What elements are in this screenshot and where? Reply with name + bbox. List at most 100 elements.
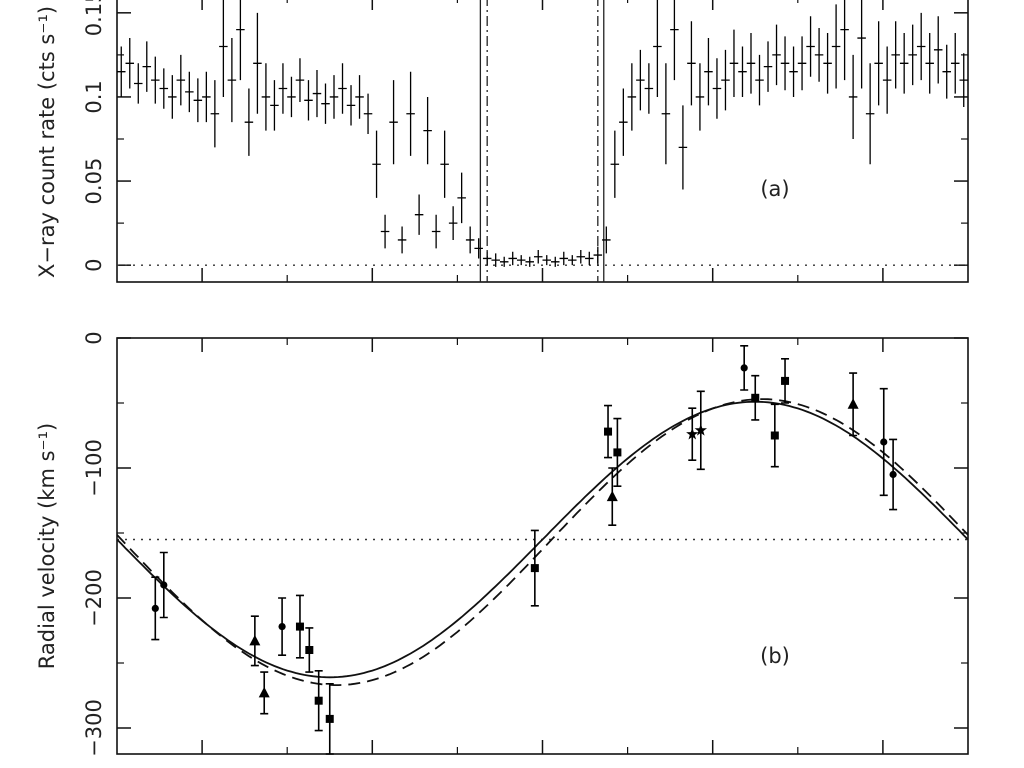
data-point xyxy=(738,46,747,97)
data-point xyxy=(193,78,203,123)
data-point xyxy=(397,226,407,254)
data-point xyxy=(219,0,228,97)
data-point xyxy=(244,88,254,156)
data-point xyxy=(533,250,543,264)
data-point xyxy=(516,255,526,266)
data-point xyxy=(670,0,679,81)
data-point xyxy=(287,76,296,118)
data-point xyxy=(729,29,739,97)
model-curve xyxy=(116,400,969,679)
data-point xyxy=(882,46,892,114)
data-point xyxy=(314,696,323,705)
data-point xyxy=(891,21,900,89)
data-point xyxy=(530,564,539,573)
data-point xyxy=(372,130,381,198)
data-point xyxy=(874,21,883,106)
data-point xyxy=(721,49,730,111)
data-point xyxy=(610,130,620,198)
data-point xyxy=(704,38,713,106)
data-point xyxy=(823,33,832,94)
data-point xyxy=(770,431,779,440)
data-point xyxy=(814,27,824,82)
data-point xyxy=(236,0,245,81)
data-point xyxy=(278,63,288,114)
data-point xyxy=(525,256,534,267)
data-point xyxy=(117,46,126,97)
data-point xyxy=(755,54,764,106)
data-point xyxy=(889,470,897,479)
data-point xyxy=(751,393,760,402)
data-point xyxy=(899,33,909,94)
data-point xyxy=(295,58,305,102)
data-point xyxy=(423,96,432,165)
data-point xyxy=(380,214,390,249)
data-point xyxy=(499,256,509,267)
data-point xyxy=(142,41,152,92)
data-point xyxy=(942,44,951,99)
plot-frame xyxy=(116,0,969,283)
data-point xyxy=(602,226,611,254)
data-point xyxy=(847,398,859,409)
data-point xyxy=(636,49,645,111)
data-point xyxy=(321,83,330,124)
data-point xyxy=(687,21,696,106)
y-tick-label: −200 xyxy=(82,569,106,627)
data-point xyxy=(933,16,943,84)
data-point xyxy=(491,253,500,267)
data-point xyxy=(593,246,603,264)
data-point xyxy=(865,63,875,165)
data-point xyxy=(465,226,475,254)
data-point xyxy=(908,24,917,86)
data-point xyxy=(160,581,168,589)
data-point xyxy=(772,24,781,86)
data-point xyxy=(210,80,220,148)
data-point xyxy=(258,686,270,698)
data-point xyxy=(457,172,466,224)
data-point xyxy=(249,634,261,646)
data-point xyxy=(389,80,398,165)
data-point xyxy=(880,438,888,446)
data-point xyxy=(712,58,722,119)
data-point xyxy=(261,63,271,131)
data-point xyxy=(312,70,322,118)
data-point xyxy=(959,53,968,108)
data-point xyxy=(857,0,866,89)
y-tick-label: −300 xyxy=(82,699,106,757)
data-point xyxy=(780,36,790,91)
data-point xyxy=(253,12,262,114)
data-point xyxy=(304,80,313,121)
y-tick-label: 0.1 xyxy=(82,80,106,113)
data-point xyxy=(916,12,926,81)
data-point xyxy=(151,604,159,613)
y-tick-label: 0.15 xyxy=(82,0,106,36)
data-point xyxy=(448,206,458,240)
y-axis-label: X−ray count rate (cts s⁻¹) xyxy=(35,6,59,278)
data-point xyxy=(338,63,347,114)
data-point xyxy=(278,623,286,631)
data-point xyxy=(806,16,815,77)
data-point xyxy=(151,56,160,104)
data-point xyxy=(644,63,654,114)
data-point xyxy=(797,36,807,91)
data-point xyxy=(781,376,790,385)
data-point xyxy=(363,93,373,134)
y-tick-label: −100 xyxy=(82,439,106,497)
data-point xyxy=(653,0,662,97)
data-point xyxy=(840,0,849,81)
data-point xyxy=(176,54,186,106)
data-point xyxy=(125,38,135,89)
data-point xyxy=(925,33,934,94)
panel-label: (b) xyxy=(760,644,790,668)
panel-label: (a) xyxy=(760,177,789,201)
data-point xyxy=(202,71,211,123)
data-point xyxy=(185,71,194,113)
data-point xyxy=(551,256,560,267)
y-axis-label: Radial velocity (km s⁻¹) xyxy=(35,423,59,669)
data-point xyxy=(542,255,552,266)
data-point xyxy=(406,71,415,156)
data-point xyxy=(950,33,960,94)
data-point xyxy=(295,622,304,631)
model-curve xyxy=(116,398,969,686)
y-tick-label: 0.05 xyxy=(82,158,106,205)
